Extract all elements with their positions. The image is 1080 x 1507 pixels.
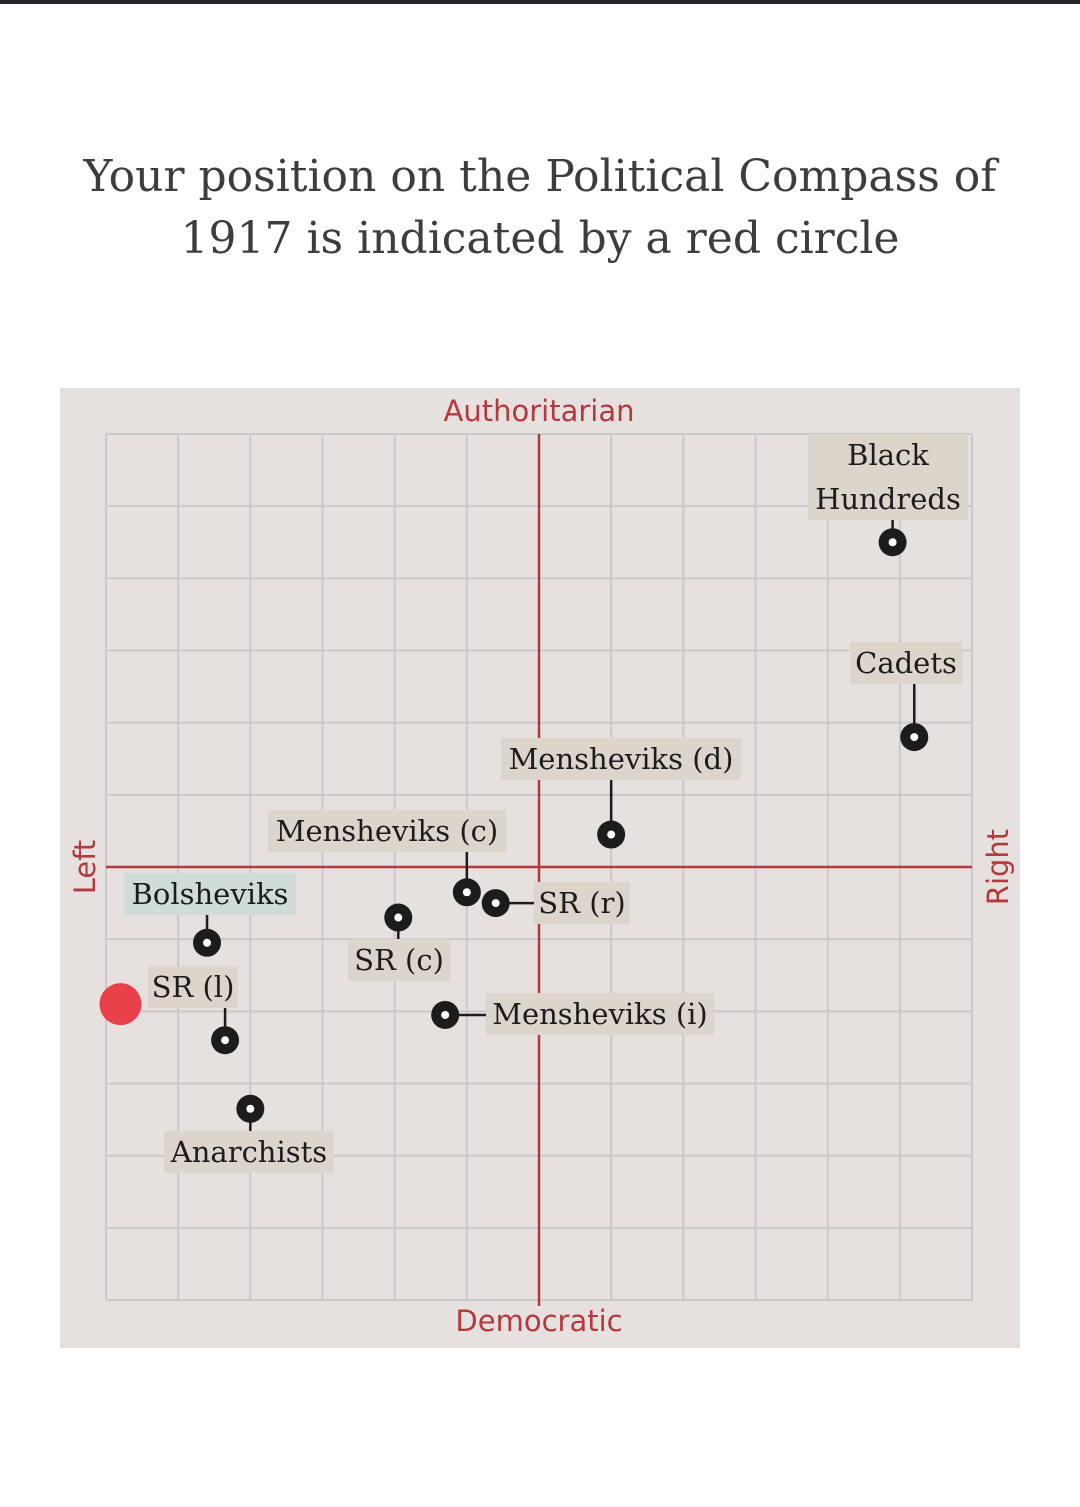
label-line: SR (r): [538, 886, 625, 920]
page-title: Your position on the Political Compass o…: [83, 151, 997, 264]
axis-label-democratic: Democratic: [455, 1304, 622, 1338]
party-sr-c: SR (c): [348, 903, 450, 981]
axes: [106, 434, 972, 1306]
party-label: Anarchists: [170, 1135, 327, 1169]
label-box: [268, 810, 506, 852]
party-sr-r: SR (r): [481, 882, 630, 924]
party-anarchists: Anarchists: [164, 1094, 334, 1173]
label-box: [850, 642, 962, 684]
party-black-hundreds: Black Hundreds: [808, 434, 968, 557]
label-box: [148, 966, 238, 1008]
label-line: Mensheviks (i): [492, 997, 708, 1031]
label-box: [348, 939, 450, 981]
label-box: [501, 738, 741, 780]
party-point-center: [441, 1010, 450, 1019]
party-cadets: Cadets: [850, 642, 962, 752]
axis-label-authoritarian: Authoritarian: [444, 394, 635, 428]
axis-label-right: Right: [981, 829, 1015, 905]
user-position-marker: [99, 983, 142, 1026]
party-point-center: [394, 913, 403, 922]
label-box: [124, 873, 296, 915]
party-mensheviks-i: Mensheviks (i): [431, 993, 714, 1035]
label-line: Bolsheviks: [132, 877, 289, 911]
party-point-center: [221, 1036, 230, 1045]
party-mensheviks-d: Mensheviks (d): [501, 738, 741, 849]
party-points: Black Hundreds Cadets Mensheviks (d) Menshev…: [124, 434, 968, 1173]
political-compass-chart: Authoritarian Democratic Left Right Blac…: [60, 388, 1020, 1348]
party-point-center: [491, 899, 500, 908]
party-label: Black Hundreds: [815, 438, 961, 516]
party-point-center: [462, 888, 471, 897]
party-label: Bolsheviks: [132, 877, 289, 911]
label-line: Mensheviks (d): [509, 742, 734, 776]
label-box: [534, 882, 630, 924]
label-box: [164, 1131, 334, 1173]
party-label: Mensheviks (d): [509, 742, 734, 776]
party-point-center: [246, 1104, 255, 1113]
party-point-center: [910, 733, 919, 742]
party-point-center: [203, 938, 212, 947]
party-label: Cadets: [855, 646, 957, 680]
label-box: [808, 434, 968, 520]
party-bolsheviks: Bolsheviks: [124, 873, 296, 957]
label-line: Hundreds: [815, 482, 961, 516]
party-sr-l: SR (l): [148, 966, 240, 1055]
top-rule: [0, 0, 1080, 4]
axis-label-left: Left: [68, 840, 102, 895]
party-mensheviks-c: Mensheviks (c): [268, 810, 506, 907]
label-box: [486, 993, 714, 1035]
party-label: Mensheviks (i): [492, 997, 708, 1031]
party-label: SR (c): [354, 943, 444, 977]
party-point-center: [607, 830, 616, 839]
label-line: Black: [847, 438, 929, 472]
label-line: SR (c): [354, 943, 444, 977]
party-label: Mensheviks (c): [276, 814, 498, 848]
party-label: SR (l): [152, 970, 235, 1004]
party-point-center: [888, 538, 897, 547]
label-line: Anarchists: [170, 1135, 327, 1169]
party-label: SR (r): [538, 886, 625, 920]
label-line: SR (l): [152, 970, 235, 1004]
label-line: Mensheviks (c): [276, 814, 498, 848]
label-line: Cadets: [855, 646, 957, 680]
